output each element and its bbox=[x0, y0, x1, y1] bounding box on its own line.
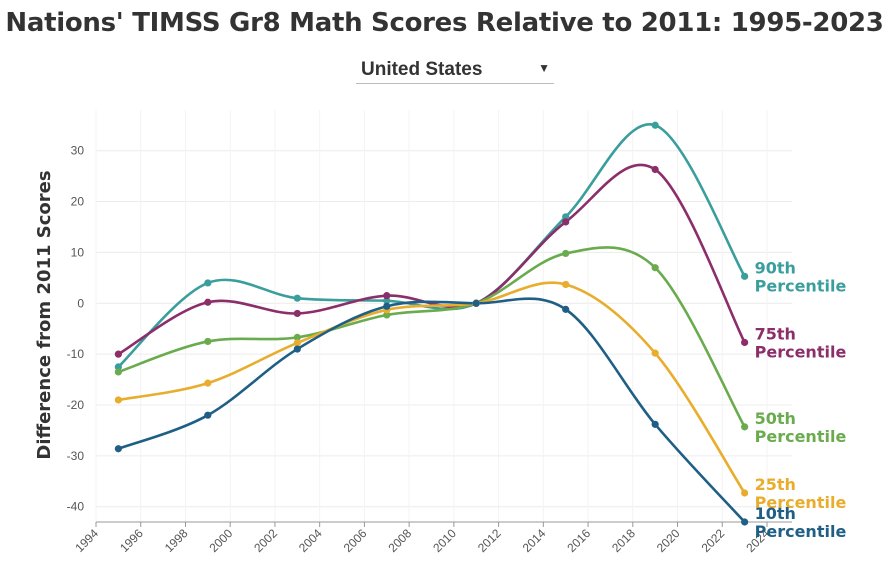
data-point-10th[interactable] bbox=[741, 518, 749, 526]
data-point-25th[interactable] bbox=[114, 396, 122, 404]
series-points bbox=[114, 121, 749, 526]
series-lines bbox=[117, 123, 746, 524]
series-label-10th: 10th Percentile bbox=[755, 504, 847, 541]
data-point-75th[interactable] bbox=[562, 218, 570, 226]
y-tick-label: -40 bbox=[67, 500, 85, 514]
data-point-75th[interactable] bbox=[651, 165, 659, 174]
y-axis-label: Difference from 2011 Scores bbox=[34, 170, 55, 459]
series-line-10th bbox=[117, 297, 746, 524]
data-point-10th[interactable] bbox=[293, 345, 301, 353]
series-line-25th bbox=[117, 281, 746, 495]
data-point-75th[interactable] bbox=[293, 309, 301, 318]
data-point-10th[interactable] bbox=[204, 411, 212, 419]
gridlines bbox=[95, 110, 792, 522]
series-label-90th: 90th Percentile bbox=[755, 258, 847, 295]
series-label-75th: 75th Percentile bbox=[755, 324, 847, 361]
data-point-25th[interactable] bbox=[562, 280, 570, 289]
data-point-10th[interactable] bbox=[472, 299, 480, 307]
x-tick-label: 2014 bbox=[520, 526, 549, 555]
data-point-50th[interactable] bbox=[562, 249, 570, 258]
x-tick-label: 1994 bbox=[72, 526, 101, 555]
y-tick-label: -10 bbox=[67, 347, 85, 361]
data-point-50th[interactable] bbox=[293, 333, 301, 341]
data-point-25th[interactable] bbox=[741, 489, 749, 497]
data-point-10th[interactable] bbox=[114, 445, 122, 453]
x-tick-label: 2022 bbox=[699, 526, 728, 555]
x-tick-label: 2020 bbox=[654, 526, 683, 555]
data-point-90th[interactable] bbox=[114, 363, 122, 371]
data-point-10th[interactable] bbox=[562, 305, 570, 313]
data-point-90th[interactable] bbox=[293, 294, 301, 302]
series-label-50th: 50th Percentile bbox=[755, 409, 847, 446]
y-tick-label: 20 bbox=[71, 195, 85, 209]
chart-title: Nations' TIMSS Gr8 Math Scores Relative … bbox=[5, 8, 884, 38]
series-label-25th: 25th Percentile bbox=[755, 475, 847, 512]
data-point-50th[interactable] bbox=[114, 368, 122, 376]
x-tick-label: 1998 bbox=[162, 526, 191, 555]
x-tick-label: 2010 bbox=[430, 526, 459, 555]
x-tick-label: 2004 bbox=[296, 526, 325, 555]
data-point-75th[interactable] bbox=[383, 292, 391, 300]
data-point-90th[interactable] bbox=[383, 297, 391, 305]
data-point-10th[interactable] bbox=[383, 302, 391, 310]
country-select-value: United States bbox=[361, 59, 483, 80]
x-tick-label: 2018 bbox=[609, 526, 638, 555]
series-labels: 90th Percentile 75th Percentile 50th Percenti… bbox=[755, 258, 847, 541]
x-tick-label: 2006 bbox=[341, 526, 370, 555]
data-point-25th[interactable] bbox=[293, 339, 301, 347]
x-tick-label: 2016 bbox=[564, 526, 593, 555]
data-point-90th[interactable] bbox=[562, 213, 570, 221]
data-point-50th[interactable] bbox=[651, 264, 659, 272]
data-point-90th[interactable] bbox=[651, 121, 659, 129]
data-point-50th[interactable] bbox=[383, 311, 391, 319]
series-line-50th bbox=[117, 246, 746, 429]
country-select[interactable]: United States ▼ bbox=[356, 57, 554, 84]
series-line-90th bbox=[117, 123, 746, 369]
y-tick-label: 0 bbox=[77, 296, 84, 310]
data-point-75th[interactable] bbox=[114, 350, 122, 358]
data-point-75th[interactable] bbox=[741, 338, 749, 347]
x-tick-label: 2012 bbox=[475, 526, 504, 555]
series-line-75th bbox=[117, 163, 746, 356]
y-tick-label: 10 bbox=[71, 245, 85, 259]
data-point-50th[interactable] bbox=[204, 337, 212, 346]
data-point-50th[interactable] bbox=[741, 423, 749, 431]
data-point-90th[interactable] bbox=[741, 272, 749, 280]
data-point-75th[interactable] bbox=[204, 298, 212, 306]
x-tick-label: 1996 bbox=[117, 526, 146, 555]
y-tick-label: -30 bbox=[67, 449, 85, 463]
y-tick-label: -20 bbox=[67, 398, 85, 412]
data-point-10th[interactable] bbox=[651, 420, 659, 428]
x-tick-label: 2000 bbox=[207, 526, 236, 555]
data-point-90th[interactable] bbox=[204, 279, 212, 287]
data-point-25th[interactable] bbox=[204, 379, 212, 387]
x-tick-label: 2002 bbox=[251, 526, 280, 555]
x-tick-label: 2008 bbox=[385, 526, 414, 555]
chevron-down-icon: ▼ bbox=[538, 61, 550, 75]
y-tick-label: 30 bbox=[71, 144, 85, 158]
data-point-25th[interactable] bbox=[651, 349, 659, 357]
